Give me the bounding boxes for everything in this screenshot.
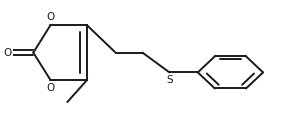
Text: O: O xyxy=(46,83,54,93)
Text: O: O xyxy=(4,48,12,58)
Text: O: O xyxy=(46,12,54,22)
Text: S: S xyxy=(166,76,173,86)
